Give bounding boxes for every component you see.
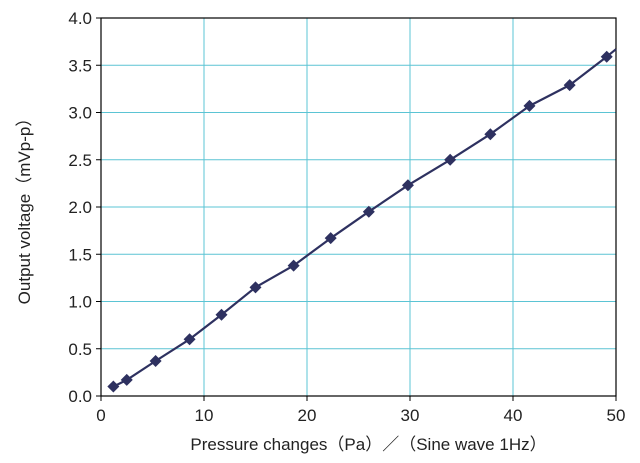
x-tick-label: 10 [195, 406, 214, 425]
data-point-marker [484, 128, 497, 141]
series-line [112, 48, 617, 388]
grid-lines [101, 18, 616, 396]
data-point-marker [120, 373, 133, 386]
data-point-marker [444, 153, 457, 166]
y-tick-label: 1.0 [68, 293, 92, 312]
data-point-marker [362, 205, 375, 218]
y-tick-label: 0.5 [68, 340, 92, 359]
tick-labels: 0 10 20 30 40 50 0.0 0.5 1.0 1.5 2.0 2.5 3.0 3.5 4.0 [68, 9, 625, 425]
data-series [107, 48, 617, 393]
data-point-marker [215, 308, 228, 321]
y-tick-label: 4.0 [68, 9, 92, 28]
y-tick-label: 1.5 [68, 245, 92, 264]
data-point-marker [287, 259, 300, 272]
data-point-marker [249, 281, 262, 294]
x-tick-label: 20 [298, 406, 317, 425]
y-tick-label: 0.0 [68, 387, 92, 406]
data-point-marker [107, 380, 120, 393]
x-tick-label: 0 [96, 406, 105, 425]
y-tick-label: 3.5 [68, 56, 92, 75]
y-tick-label: 2.0 [68, 198, 92, 217]
data-point-marker [523, 99, 536, 112]
x-axis-title: Pressure changes（Pa）／（Sine wave 1Hz） [190, 435, 546, 454]
x-tick-label: 30 [401, 406, 420, 425]
y-tick-label: 3.0 [68, 104, 92, 123]
data-point-marker [149, 355, 162, 368]
x-tick-label: 50 [607, 406, 626, 425]
data-point-marker [563, 79, 576, 92]
data-point-marker [600, 50, 613, 63]
y-axis-title: Output voltage（mVp-p） [15, 110, 34, 305]
data-point-marker [324, 232, 337, 245]
x-tick-label: 40 [504, 406, 523, 425]
data-point-marker [401, 179, 414, 192]
y-tick-label: 2.5 [68, 151, 92, 170]
axis-ticks [96, 17, 617, 401]
data-point-marker [183, 333, 196, 346]
